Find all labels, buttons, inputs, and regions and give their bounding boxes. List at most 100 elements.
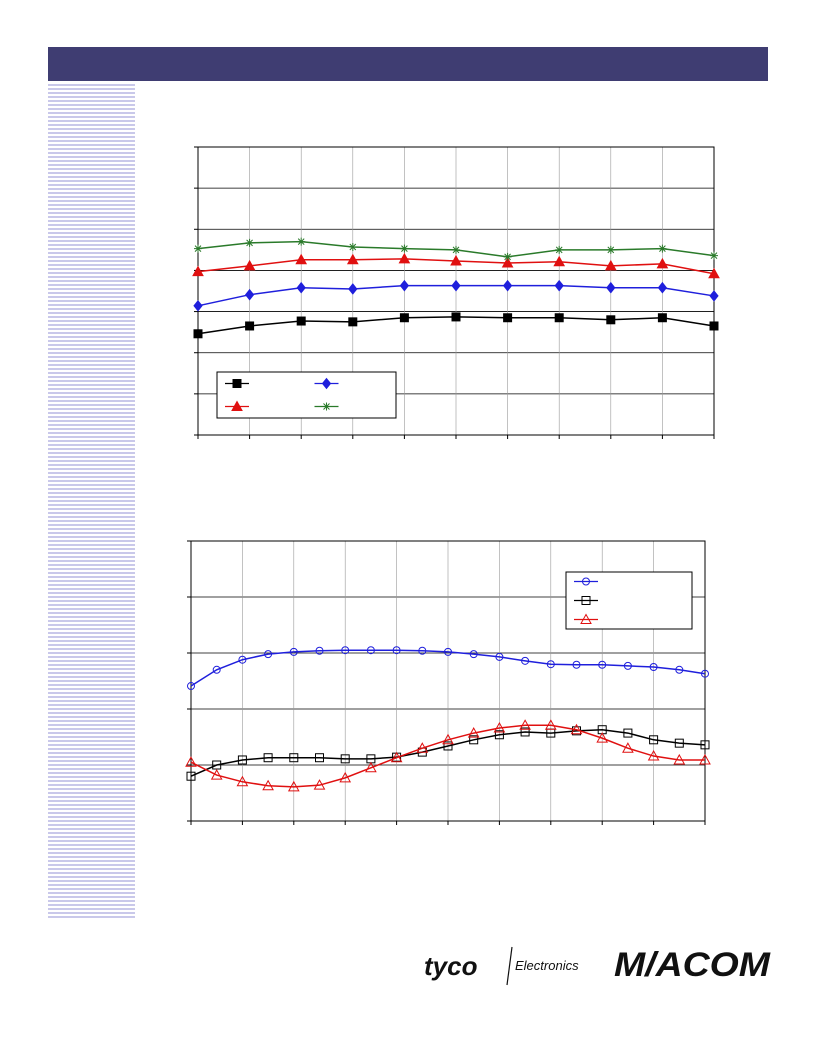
marker bbox=[193, 329, 203, 339]
marker bbox=[622, 742, 634, 753]
marker bbox=[546, 660, 555, 669]
marker bbox=[192, 265, 204, 277]
marker bbox=[443, 741, 453, 751]
marker bbox=[554, 279, 564, 292]
marker bbox=[418, 646, 427, 655]
marker bbox=[570, 723, 583, 735]
marker bbox=[287, 780, 300, 792]
marker bbox=[341, 646, 350, 655]
marker bbox=[296, 316, 306, 326]
marker bbox=[444, 647, 452, 656]
marker bbox=[315, 646, 324, 655]
marker bbox=[709, 321, 719, 331]
marker bbox=[701, 669, 709, 678]
marker bbox=[236, 775, 249, 787]
marker bbox=[348, 317, 358, 327]
marker bbox=[467, 727, 480, 738]
marker bbox=[710, 251, 718, 260]
marker bbox=[262, 779, 274, 791]
marker bbox=[186, 771, 196, 781]
marker bbox=[708, 267, 720, 279]
marker bbox=[503, 252, 512, 261]
marker bbox=[596, 732, 609, 743]
marker bbox=[604, 259, 617, 271]
legend-marker bbox=[580, 613, 592, 624]
marker bbox=[699, 753, 711, 765]
marker bbox=[245, 321, 255, 331]
marker bbox=[340, 754, 350, 764]
marker bbox=[400, 244, 409, 253]
marker bbox=[657, 313, 667, 323]
marker bbox=[244, 288, 255, 301]
logo-divider bbox=[506, 946, 513, 986]
marker bbox=[193, 300, 203, 312]
header-bar bbox=[48, 47, 768, 81]
marker bbox=[450, 254, 462, 266]
marker bbox=[656, 257, 669, 269]
marker bbox=[501, 256, 514, 268]
legend-marker bbox=[231, 400, 243, 411]
marker bbox=[416, 742, 429, 753]
marker bbox=[451, 312, 461, 322]
marker bbox=[700, 740, 710, 750]
marker bbox=[366, 646, 375, 655]
marker bbox=[194, 244, 202, 253]
marker bbox=[399, 279, 410, 292]
marker bbox=[647, 750, 660, 761]
marker bbox=[519, 719, 531, 730]
legend-marker bbox=[321, 377, 332, 390]
marker bbox=[554, 313, 564, 323]
marker bbox=[606, 315, 616, 325]
marker bbox=[469, 650, 478, 659]
marker bbox=[289, 753, 299, 763]
marker bbox=[675, 665, 684, 674]
marker bbox=[210, 769, 223, 780]
marker bbox=[494, 730, 504, 740]
marker bbox=[623, 728, 633, 738]
plot-frame bbox=[190, 540, 706, 822]
marker bbox=[503, 313, 513, 323]
marker bbox=[606, 245, 615, 254]
series-line bbox=[190, 649, 706, 687]
marker bbox=[399, 313, 409, 323]
marker bbox=[555, 245, 564, 254]
legend-box bbox=[216, 371, 397, 419]
marker bbox=[623, 661, 632, 670]
electronics-logo: Electronics bbox=[515, 958, 579, 973]
legend-marker bbox=[232, 379, 242, 388]
marker bbox=[263, 753, 273, 763]
marker bbox=[606, 281, 616, 294]
series-line bbox=[190, 724, 705, 788]
marker bbox=[212, 665, 221, 674]
macom-logo: M/ACOM bbox=[614, 946, 771, 984]
marker bbox=[674, 738, 684, 748]
marker bbox=[348, 283, 358, 295]
marker bbox=[296, 281, 306, 294]
marker bbox=[187, 682, 195, 691]
marker bbox=[598, 660, 607, 669]
marker bbox=[657, 281, 668, 294]
marker bbox=[495, 652, 504, 661]
marker bbox=[649, 663, 658, 671]
marker bbox=[390, 751, 403, 763]
legend-marker bbox=[322, 402, 331, 411]
marker bbox=[297, 237, 306, 246]
marker bbox=[673, 753, 686, 765]
marker bbox=[339, 771, 352, 783]
series-line bbox=[190, 728, 706, 777]
marker bbox=[572, 660, 581, 669]
marker bbox=[493, 722, 506, 733]
marker bbox=[348, 242, 357, 251]
marker bbox=[313, 779, 326, 790]
marker bbox=[658, 244, 667, 253]
marker bbox=[346, 253, 359, 265]
marker bbox=[502, 279, 513, 292]
legend-marker bbox=[581, 596, 591, 605]
marker bbox=[295, 253, 308, 265]
marker bbox=[392, 646, 401, 655]
marker bbox=[469, 735, 479, 745]
legend-marker bbox=[582, 577, 590, 586]
marker bbox=[365, 761, 377, 773]
